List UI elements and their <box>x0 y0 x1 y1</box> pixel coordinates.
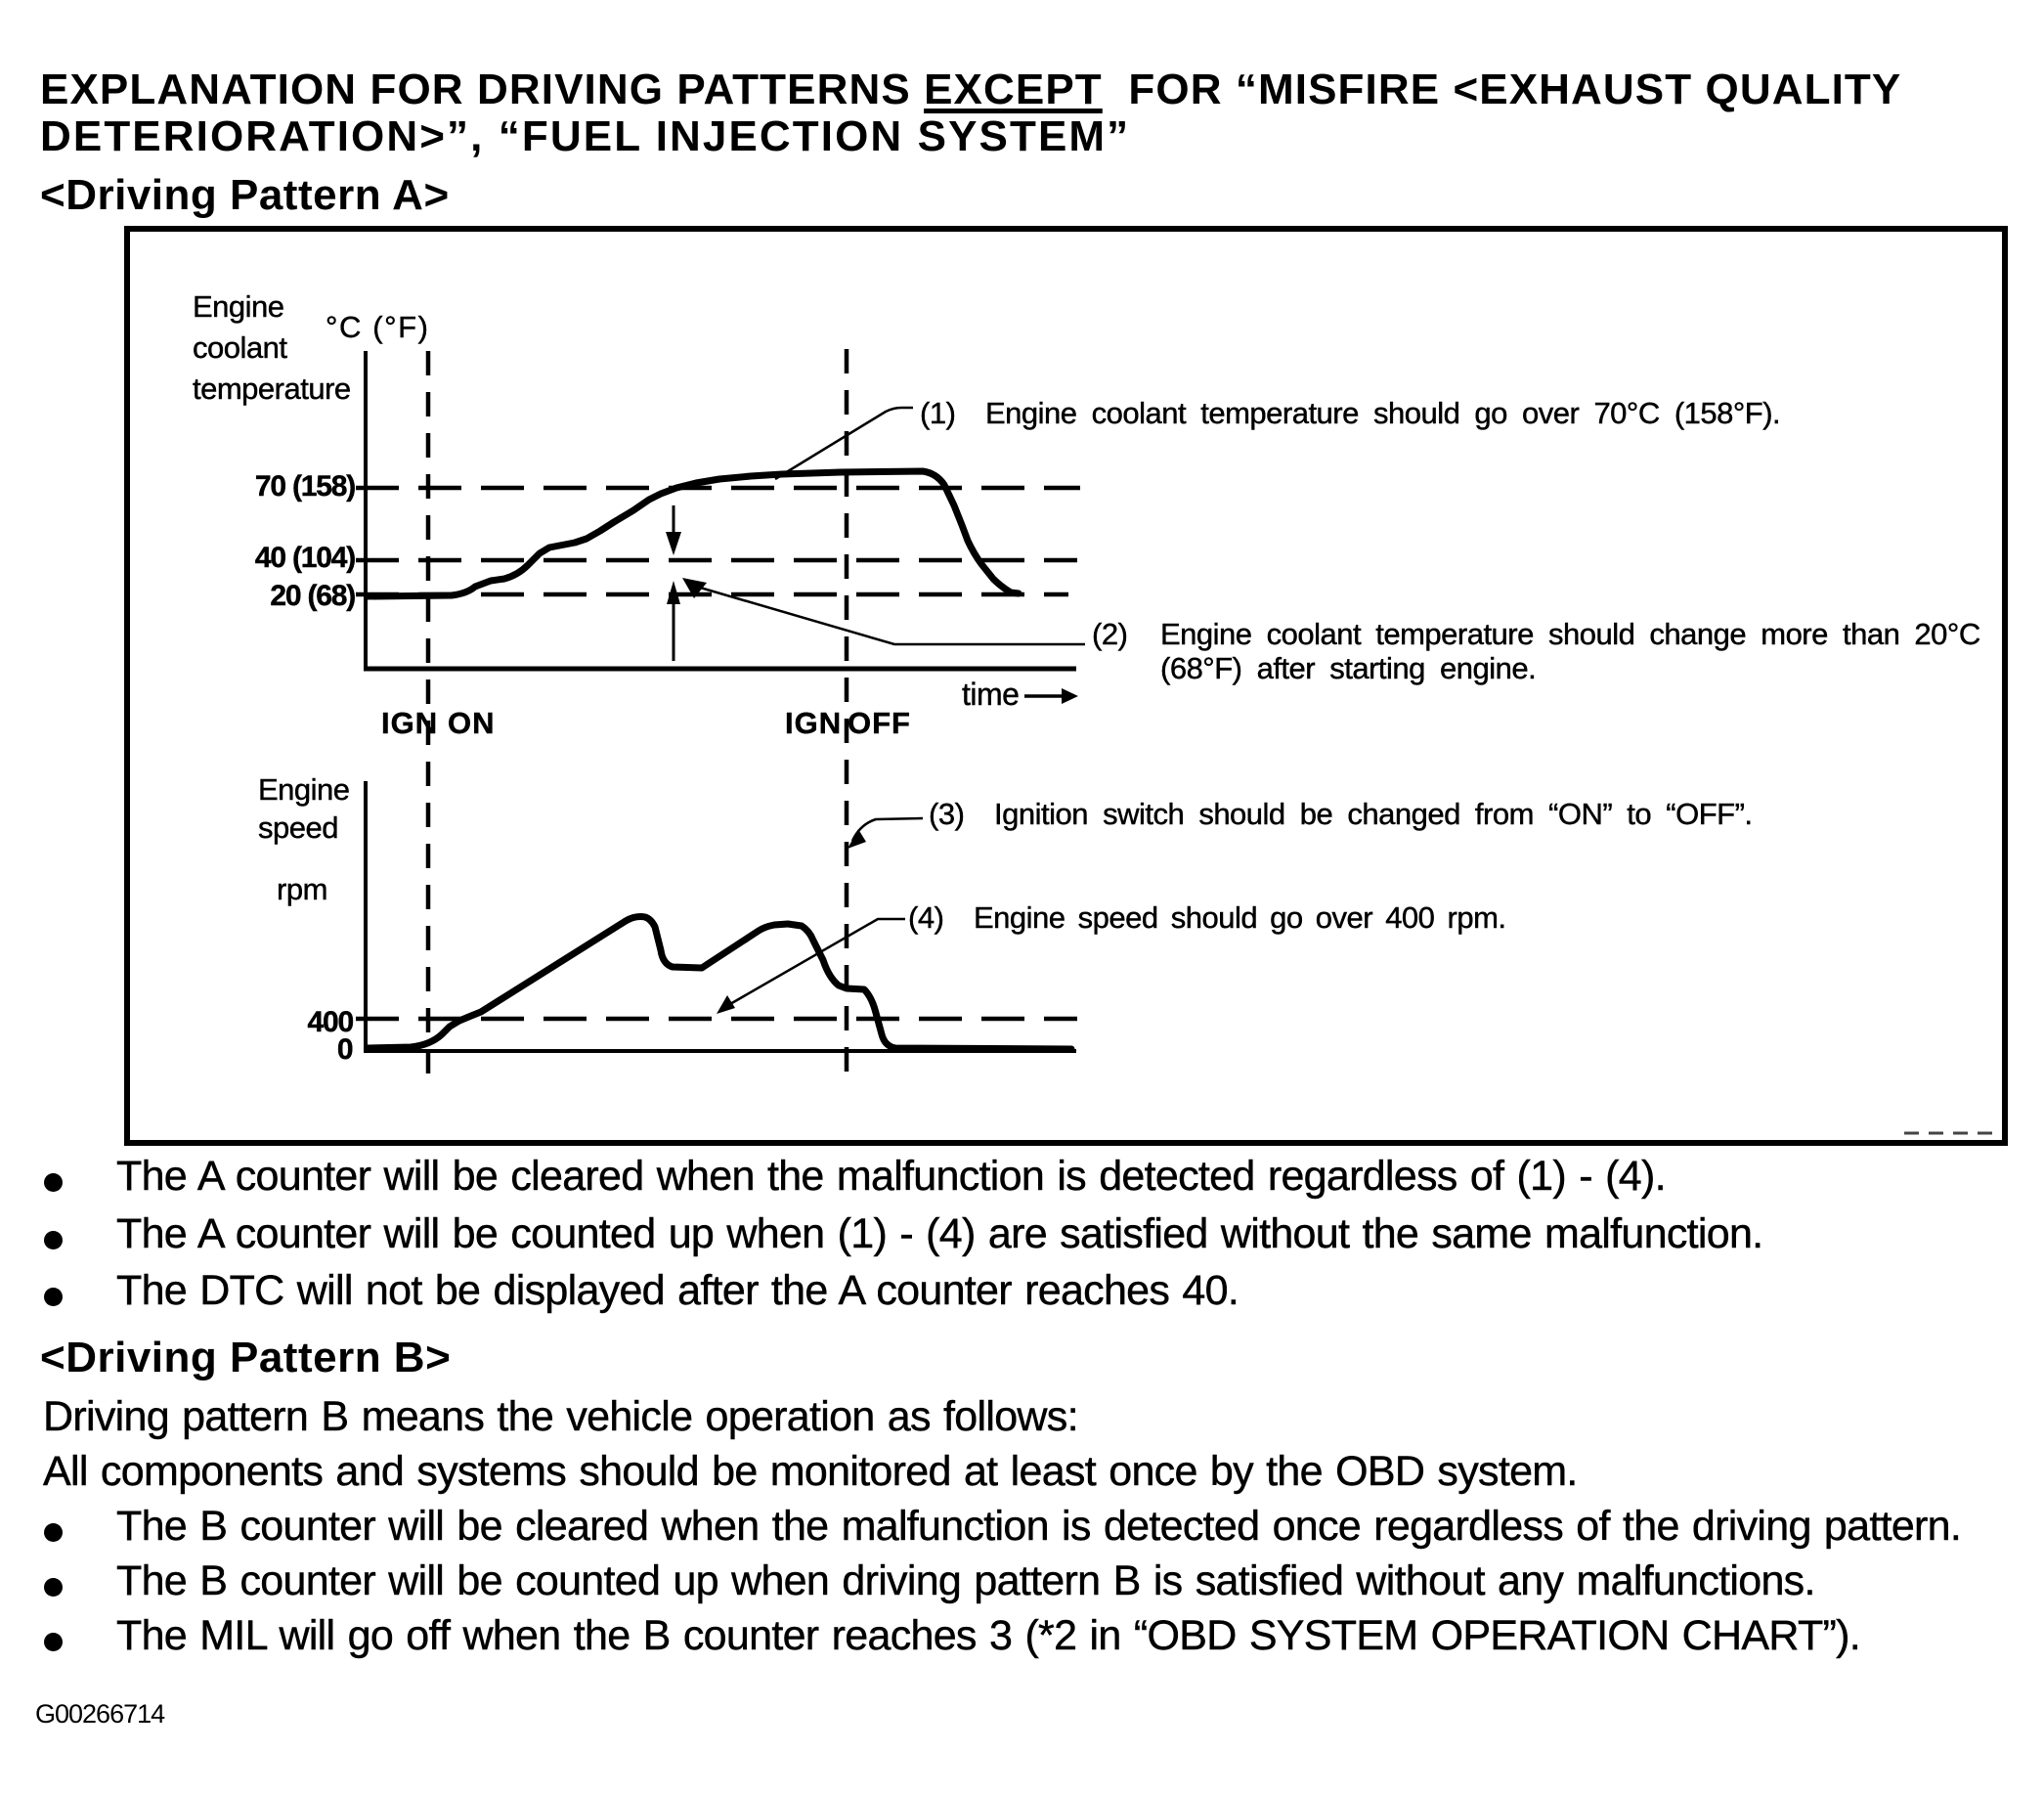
svg-text:(3): (3) <box>929 797 964 831</box>
svg-text:IGN: IGN <box>785 706 842 740</box>
svg-text:(2): (2) <box>1092 617 1127 651</box>
svg-text:(68°F) after starting engine.: (68°F) after starting engine. <box>1160 651 1536 685</box>
svg-text:Engine: Engine <box>258 772 350 807</box>
svg-text:400: 400 <box>308 1006 354 1038</box>
svg-text:OFF: OFF <box>848 706 911 740</box>
svg-text:Engine coolant temperature sho: Engine coolant temperature should change… <box>1160 617 1980 651</box>
svg-text:(4): (4) <box>908 900 943 935</box>
svg-text:70 (158): 70 (158) <box>255 470 355 503</box>
svg-text:Engine: Engine <box>193 289 284 324</box>
svg-text:temperature: temperature <box>193 372 351 406</box>
svg-text:time: time <box>962 677 1019 712</box>
svg-text:20 (68): 20 (68) <box>270 580 355 612</box>
svg-text:speed: speed <box>258 810 338 845</box>
svg-text:Engine speed should go over 40: Engine speed should go over 400 rpm. <box>974 900 1506 935</box>
svg-text:(1): (1) <box>920 396 955 430</box>
svg-text:rpm: rpm <box>277 872 327 906</box>
svg-text:0: 0 <box>337 1033 353 1066</box>
svg-text:40 (104): 40 (104) <box>255 542 355 574</box>
svg-text:ON: ON <box>448 706 496 740</box>
svg-text:°C (°F): °C (°F) <box>326 310 430 344</box>
svg-text:IGN: IGN <box>381 706 438 740</box>
svg-text:Ignition switch should be chan: Ignition switch should be changed from “… <box>994 797 1753 831</box>
svg-text:Engine coolant temperature sho: Engine coolant temperature should go ove… <box>985 396 1780 430</box>
svg-text:coolant: coolant <box>193 330 287 365</box>
